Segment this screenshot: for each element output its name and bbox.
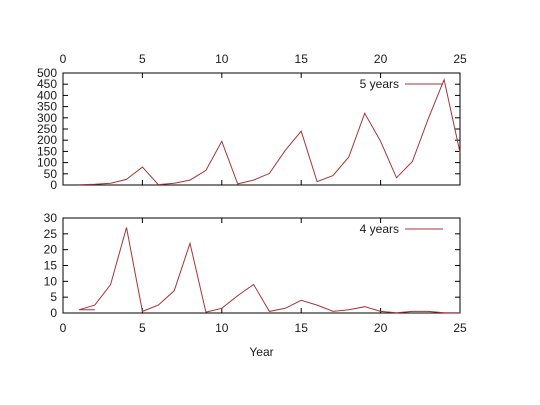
x-tick-label: 25: [453, 52, 467, 66]
y-tick-label: 100: [37, 156, 57, 170]
y-tick-label: 500: [37, 66, 57, 80]
y-tick-label: 400: [37, 88, 57, 102]
y-tick-label: 5: [50, 290, 57, 304]
y-tick-label: 15: [44, 259, 58, 273]
y-tick-label: 250: [37, 122, 57, 136]
x-tick-label: 20: [374, 52, 388, 66]
series-line: [78, 227, 460, 314]
y-tick-label: 300: [37, 111, 57, 125]
y-tick-label: 20: [44, 243, 58, 257]
x-axis-label: Year: [249, 345, 273, 359]
x-tick-label: 5: [139, 52, 146, 66]
y-tick-label: 25: [44, 227, 58, 241]
x-tick-label: 0: [60, 321, 67, 335]
x-tick-label: 25: [453, 321, 467, 335]
x-tick-label: 15: [295, 52, 309, 66]
x-tick-label: 10: [215, 52, 229, 66]
y-tick-label: 50: [44, 167, 58, 181]
y-tick-label: 350: [37, 100, 57, 114]
y-tick-label: 450: [37, 77, 57, 91]
x-tick-label: 10: [215, 321, 229, 335]
x-tick-label: 15: [295, 321, 309, 335]
x-tick-label: 0: [60, 52, 67, 66]
y-tick-label: 150: [37, 144, 57, 158]
y-tick-label: 200: [37, 133, 57, 147]
y-tick-label: 0: [50, 178, 57, 192]
series-line: [78, 78, 461, 186]
top-panel: 0 5 10 15 20 25050100150200250300350400450500…: [37, 52, 467, 192]
legend-label: 4 years: [360, 222, 399, 236]
x-tick-label: 5: [139, 321, 146, 335]
legend-label: 5 years: [360, 77, 399, 91]
x-tick-label: 20: [374, 321, 388, 335]
y-tick-label: 30: [44, 211, 58, 225]
y-tick-label: 10: [44, 274, 58, 288]
y-tick-label: 0: [50, 306, 57, 320]
